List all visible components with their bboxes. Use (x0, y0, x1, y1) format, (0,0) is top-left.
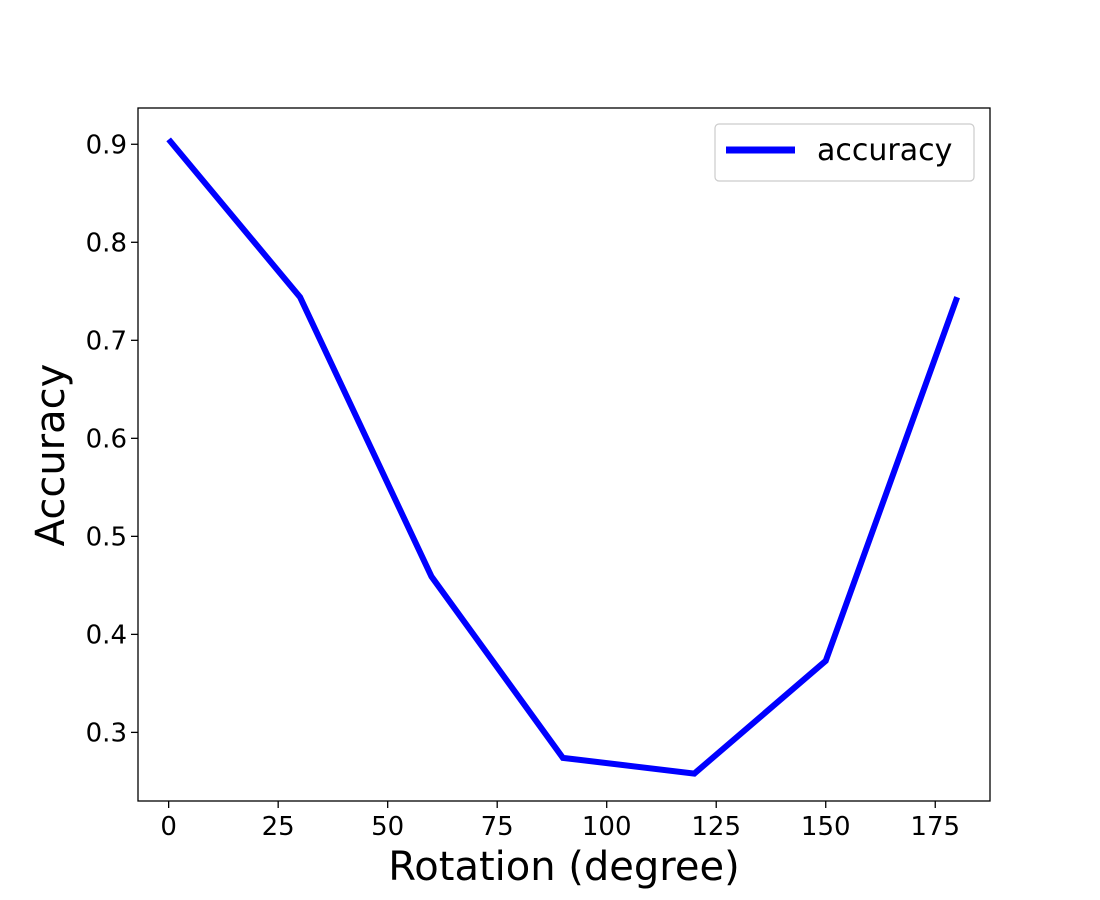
x-tick-label: 25 (262, 812, 295, 842)
x-axis-ticks: 0 25 50 75 100 125 150 175 (160, 801, 960, 842)
legend: accuracy (714, 123, 975, 182)
x-tick-label: 100 (582, 812, 632, 842)
x-tick-label: 175 (910, 812, 960, 842)
x-tick-label: 50 (371, 812, 404, 842)
x-tick-label: 150 (801, 812, 851, 842)
y-axis-ticks: 0.3 0.4 0.5 0.6 0.7 0.8 0.9 (86, 130, 138, 748)
series-layer (166, 137, 960, 777)
y-axis-label: Accuracy (28, 364, 74, 547)
y-tick-label: 0.6 (86, 424, 127, 454)
legend-label-accuracy: accuracy (817, 133, 952, 168)
y-tick-label: 0.4 (86, 620, 127, 650)
y-tick-label: 0.7 (86, 326, 127, 356)
series-line-accuracy (166, 137, 960, 777)
y-tick-label: 0.9 (86, 130, 127, 160)
x-tick-label: 125 (691, 812, 741, 842)
y-tick-label: 0.3 (86, 718, 127, 748)
y-tick-label: 0.8 (86, 228, 127, 258)
x-tick-label: 0 (160, 812, 177, 842)
x-tick-label: 75 (481, 812, 514, 842)
legend-box (714, 123, 975, 182)
y-tick-label: 0.5 (86, 522, 127, 552)
x-axis-label: Rotation (degree) (388, 844, 739, 890)
plot-frame (137, 107, 991, 802)
